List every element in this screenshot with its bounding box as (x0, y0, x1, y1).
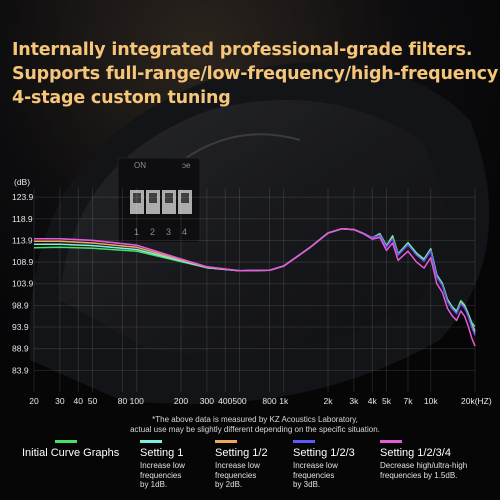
series-line-4 (34, 227, 476, 336)
headline-line-3: 4-stage custom tuning (12, 88, 231, 108)
brand-logo: ɔe (182, 161, 191, 170)
y-tick-label: 113.9 (12, 235, 33, 245)
x-tick-label: 3k (349, 396, 359, 406)
x-tick-label: 40 (74, 396, 84, 406)
legend-label: Setting 1/2/3/4 (380, 447, 451, 459)
legend-item-setting-1: Setting 1 Increase low frequencies by 1dB. (140, 440, 185, 490)
x-tick-label: 10k (424, 396, 438, 406)
x-tick-label: 200 (174, 396, 188, 406)
y-tick-label: 98.9 (12, 300, 29, 310)
legend-desc: Increase low frequencies by 1dB. (140, 461, 185, 489)
legend-line (380, 440, 402, 443)
measurement-note: *The above data is measured by KZ Acoust… (90, 415, 420, 435)
x-tick-label: 100 (130, 396, 144, 406)
switch-on-label: ON (134, 161, 146, 170)
svg-text:1: 1 (134, 227, 139, 237)
headline-line-1: Internally integrated professional-grade… (12, 40, 473, 60)
legend-label: Setting 1 (140, 447, 184, 459)
legend-label: Initial Curve Graphs (22, 447, 120, 459)
svg-text:4: 4 (182, 227, 187, 237)
x-tick-label: 800 (262, 396, 276, 406)
series-line-3 (34, 227, 476, 334)
note-line-2: actual use may be slightly different dep… (130, 425, 380, 434)
chart-tick-labels: 123.9 118.9 113.9 108.9 103.9 98.9 93.9 88.9 83.… (12, 192, 492, 406)
chart-grid (33, 188, 476, 392)
legend-line (140, 440, 162, 443)
legend-label: Setting 1/2 (215, 447, 268, 459)
x-tick-label: 4k (368, 396, 378, 406)
legend-item-setting-1-2-3: Setting 1/2/3 Increase low frequencies by … (293, 440, 355, 490)
y-tick-label: 83.9 (12, 365, 29, 375)
svg-text:2: 2 (150, 227, 155, 237)
headline: Internally integrated professional-grade… (12, 38, 499, 110)
y-tick-label: 93.9 (12, 322, 29, 332)
legend-desc: Decrease high/ultra-high frequencies by 1… (380, 461, 468, 480)
dip-switch-toggles (130, 190, 192, 214)
x-tick-label: 20 (29, 396, 39, 406)
x-tick-label: 80 (118, 396, 128, 406)
legend-desc: Increase low frequencies by 3dB. (293, 461, 338, 489)
legend-item-setting-1-2: Setting 1/2 Increase low frequencies by 2d… (215, 440, 268, 490)
note-line-1: *The above data is measured by KZ Acoust… (152, 415, 358, 424)
legend-line (215, 440, 237, 443)
series-line-5 (34, 227, 476, 347)
legend-item-setting-1-2-3-4: Setting 1/2/3/4 Decrease high/ultra-high… (380, 440, 467, 480)
x-tick-label: 30 (55, 396, 65, 406)
legend-line (293, 440, 315, 443)
x-tick-label: 300 (200, 396, 214, 406)
switch-numbers: 1 2 3 4 (134, 227, 187, 237)
x-tick-label: 20k(HZ) (461, 396, 492, 406)
x-tick-label: 7k (403, 396, 413, 406)
legend-label: Setting 1/2/3 (293, 447, 355, 459)
x-tick-label: 50 (88, 396, 98, 406)
x-tick-label: 5k (382, 396, 392, 406)
x-tick-label: 1k (279, 396, 289, 406)
headline-line-2: Supports full-range/low-frequency/high-f… (12, 64, 499, 84)
x-tick-label: 400 (218, 396, 232, 406)
y-tick-label: 118.9 (12, 214, 33, 224)
x-tick-label: 500 (232, 396, 246, 406)
y-tick-label: 108.9 (12, 257, 34, 267)
chart-series-lines (33, 227, 476, 347)
y-axis-label: (dB) (14, 177, 30, 187)
legend-line (55, 440, 77, 443)
legend-desc: Increase low frequencies by 2dB. (215, 461, 260, 489)
y-tick-label: 123.9 (12, 192, 34, 202)
legend-item-initial: Initial Curve Graphs (22, 440, 119, 459)
x-tick-label: 2k (324, 396, 334, 406)
y-tick-label: 88.9 (12, 344, 29, 354)
svg-text:3: 3 (166, 227, 171, 237)
y-tick-label: 103.9 (12, 279, 34, 289)
